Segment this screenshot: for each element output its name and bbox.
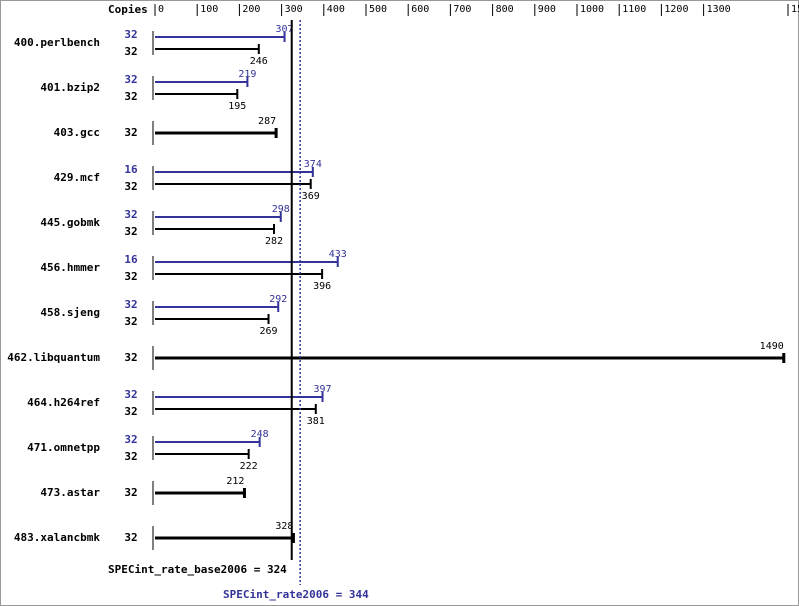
copies-label: 32 — [124, 531, 137, 544]
value-label: 287 — [258, 116, 276, 127]
bar — [155, 437, 261, 447]
copies-label: 32 — [124, 225, 137, 238]
copies-label: 16 — [124, 253, 138, 266]
bar — [155, 449, 250, 459]
category-label: 445.gobmk — [40, 216, 100, 229]
bar — [155, 32, 286, 42]
value-label: 269 — [259, 326, 277, 337]
bar — [155, 488, 246, 498]
x-tick-label: 1500 — [791, 4, 799, 15]
copies-label: 32 — [124, 351, 137, 364]
category-label: 471.omnetpp — [27, 441, 100, 454]
bar — [155, 269, 324, 279]
value-label: 292 — [269, 294, 287, 305]
category-label: 456.hmmer — [40, 261, 100, 274]
value-label: 195 — [228, 101, 246, 112]
bar — [155, 257, 339, 267]
x-tick-label: 200 — [242, 4, 260, 15]
copies-label: 32 — [124, 90, 137, 103]
copies-label: 32 — [124, 433, 137, 446]
bar — [155, 128, 278, 138]
reference-label: SPECint_rate_base2006 = 324 — [108, 563, 287, 576]
category-label: 464.h264ref — [27, 396, 100, 409]
value-label: 369 — [302, 191, 320, 202]
x-tick-label: 1200 — [664, 4, 688, 15]
x-tick-label: 500 — [369, 4, 387, 15]
value-label: 381 — [307, 416, 325, 427]
copies-label: 32 — [124, 45, 137, 58]
x-tick-label: 700 — [453, 4, 471, 15]
copies-label: 32 — [124, 298, 137, 311]
bar — [155, 404, 317, 414]
bar — [155, 533, 295, 543]
copies-label: 32 — [124, 28, 137, 41]
value-label: 307 — [276, 24, 294, 35]
category-label: 483.xalancbmk — [14, 531, 100, 544]
category-label: 473.astar — [40, 486, 100, 499]
copies-label: 32 — [124, 315, 137, 328]
x-tick-label: 300 — [285, 4, 303, 15]
copies-label: 32 — [124, 270, 137, 283]
copies-label: 32 — [124, 388, 137, 401]
copies-label: 16 — [124, 163, 138, 176]
x-tick-label: 400 — [327, 4, 345, 15]
category-label: 458.sjeng — [40, 306, 100, 319]
bar — [155, 167, 314, 177]
x-tick-label: 900 — [538, 4, 556, 15]
copies-label: 32 — [124, 180, 137, 193]
bar — [155, 302, 280, 312]
bar — [155, 353, 786, 363]
bar — [155, 77, 249, 87]
value-label: 222 — [240, 461, 258, 472]
copies-label: 32 — [124, 450, 137, 463]
value-label: 328 — [275, 521, 293, 532]
value-label: 246 — [250, 56, 268, 67]
copies-label: 32 — [124, 73, 137, 86]
category-label: 462.libquantum — [7, 351, 100, 364]
bar — [155, 212, 282, 222]
copies-label: 32 — [124, 126, 137, 139]
value-label: 397 — [314, 384, 332, 395]
value-label: 1490 — [760, 341, 784, 352]
x-tick-label: 100 — [200, 4, 218, 15]
copies-label: 32 — [124, 486, 137, 499]
value-label: 248 — [251, 429, 269, 440]
value-label: 374 — [304, 159, 322, 170]
value-label: 433 — [329, 249, 347, 260]
copies-label: 32 — [124, 208, 137, 221]
bar — [155, 224, 276, 234]
reference-label: SPECint_rate2006 = 344 — [223, 588, 369, 601]
x-tick-label: 600 — [411, 4, 429, 15]
x-tick-label: 0 — [158, 4, 164, 15]
x-tick-label: 1300 — [707, 4, 731, 15]
bar — [155, 392, 324, 402]
value-label: 219 — [238, 69, 256, 80]
value-label: 212 — [226, 476, 244, 487]
category-label: 401.bzip2 — [40, 81, 100, 94]
bar — [155, 314, 270, 324]
bar — [155, 44, 260, 54]
category-label: 429.mcf — [54, 171, 100, 184]
bar — [155, 179, 312, 189]
copies-header: Copies — [108, 3, 148, 16]
value-label: 282 — [265, 236, 283, 247]
value-label: 298 — [272, 204, 290, 215]
category-label: 403.gcc — [54, 126, 100, 139]
value-label: 396 — [313, 281, 331, 292]
x-tick-label: 800 — [496, 4, 514, 15]
bar — [155, 89, 239, 99]
x-tick-label: 1100 — [622, 4, 646, 15]
copies-label: 32 — [124, 405, 137, 418]
x-tick-label: 1000 — [580, 4, 604, 15]
category-label: 400.perlbench — [14, 36, 100, 49]
